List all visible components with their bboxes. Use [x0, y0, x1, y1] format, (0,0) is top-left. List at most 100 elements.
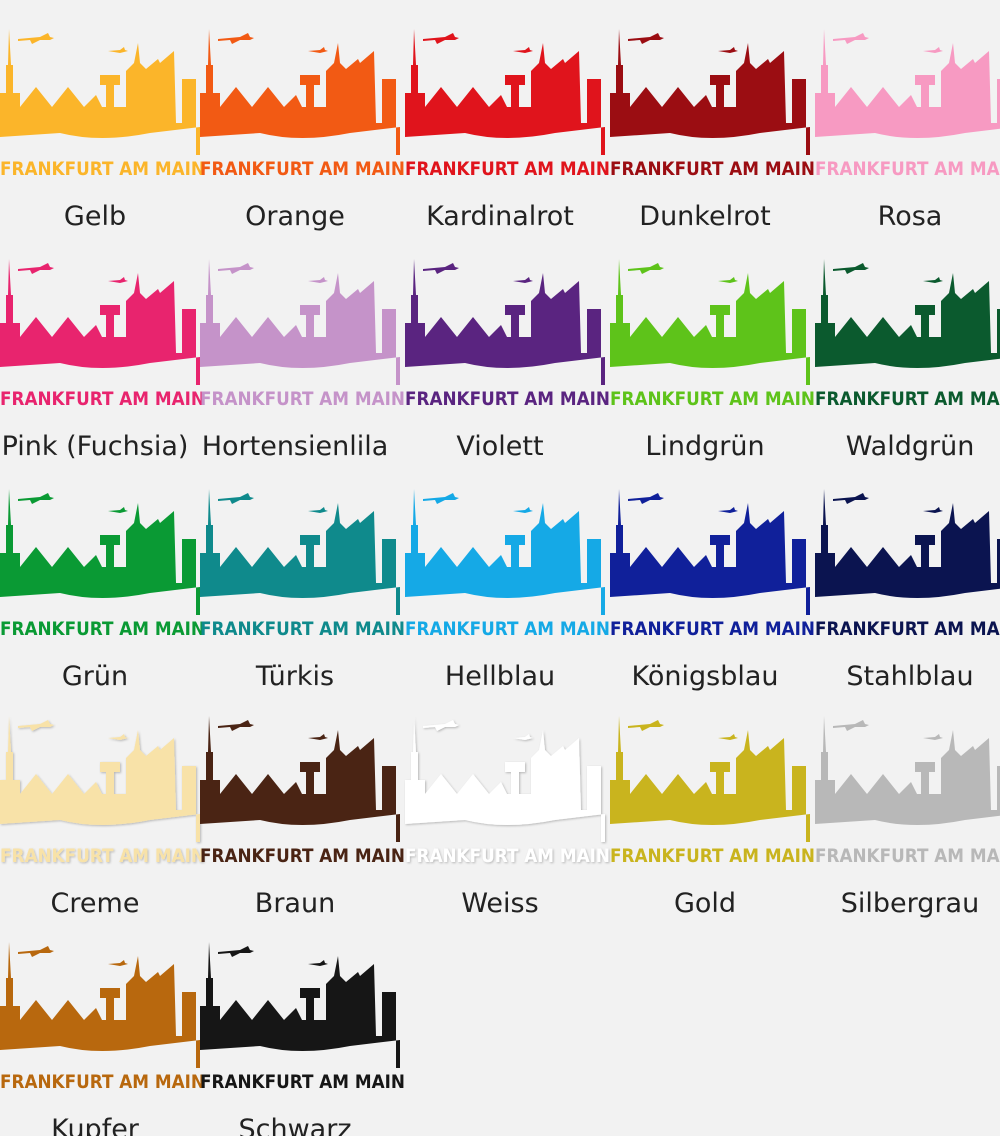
- plane: [423, 493, 459, 504]
- plane: [833, 493, 869, 504]
- plane-small: [923, 734, 943, 740]
- plane-small: [108, 734, 128, 740]
- skyline-art: [0, 259, 200, 385]
- color-label: Silbergrau: [841, 888, 979, 919]
- skyline: [815, 29, 1000, 155]
- plane: [218, 720, 254, 731]
- skyline-text: FRANKFURT AM MAIN: [405, 388, 610, 410]
- skyline-art: [815, 489, 1000, 615]
- skyline: [610, 259, 810, 385]
- color-label: Kupfer: [51, 1114, 140, 1136]
- skyline-art: [815, 29, 1000, 155]
- swatch: FRANKFURT AM MAIN Grün: [0, 489, 205, 692]
- color-label: Braun: [255, 888, 335, 919]
- skyline-text: FRANKFURT AM MAIN: [0, 158, 205, 180]
- plane: [423, 33, 459, 44]
- plane: [423, 263, 459, 274]
- skyline-text: FRANKFURT AM MAIN: [610, 388, 815, 410]
- skyline-text: FRANKFURT AM MAIN: [815, 845, 1000, 867]
- plane: [628, 263, 664, 274]
- plane-small: [513, 277, 533, 283]
- skyline-art: [405, 259, 605, 385]
- plane-small: [308, 507, 328, 513]
- skyline-art: [815, 259, 1000, 385]
- skyline-art: [815, 716, 1000, 842]
- skyline-text: FRANKFURT AM MAIN: [0, 845, 205, 867]
- color-label: Königsblau: [632, 661, 779, 692]
- plane-small: [308, 47, 328, 53]
- swatch: FRANKFURT AM MAIN Pink (Fuchsia): [0, 259, 205, 462]
- color-label: Grün: [62, 661, 128, 692]
- skyline: [200, 942, 400, 1068]
- swatch: FRANKFURT AM MAIN Braun: [200, 716, 405, 919]
- skyline-text: FRANKFURT AM MAIN: [0, 618, 205, 640]
- plane-small: [108, 47, 128, 53]
- color-label: Pink (Fuchsia): [2, 431, 189, 462]
- plane: [18, 493, 54, 504]
- plane: [218, 493, 254, 504]
- skyline-art: [200, 489, 400, 615]
- plane: [18, 263, 54, 274]
- skyline-text: FRANKFURT AM MAIN: [0, 388, 205, 410]
- skyline: [0, 29, 200, 155]
- skyline-art: [405, 489, 605, 615]
- skyline-art: [610, 716, 810, 842]
- swatch: FRANKFURT AM MAIN Waldgrün: [815, 259, 1000, 462]
- plane-small: [513, 47, 533, 53]
- skyline-art: [0, 489, 200, 615]
- skyline-text: FRANKFURT AM MAIN: [200, 618, 405, 640]
- swatch: FRANKFURT AM MAIN Kupfer: [0, 942, 205, 1136]
- swatch: FRANKFURT AM MAIN Creme: [0, 716, 205, 919]
- plane: [218, 946, 254, 957]
- color-label: Türkis: [255, 661, 334, 692]
- plane-small: [108, 507, 128, 513]
- color-label: Gold: [674, 888, 736, 919]
- skyline-text: FRANKFURT AM MAIN: [405, 158, 610, 180]
- plane-small: [308, 960, 328, 966]
- color-label: Gelb: [64, 201, 126, 232]
- color-label: Lindgrün: [645, 431, 764, 462]
- plane-small: [718, 47, 738, 53]
- swatch: FRANKFURT AM MAIN Stahlblau: [815, 489, 1000, 692]
- skyline-art: [200, 29, 400, 155]
- skyline-art: [610, 259, 810, 385]
- skyline-text: FRANKFURT AM MAIN: [200, 845, 405, 867]
- skyline-art: [0, 29, 200, 155]
- swatch: FRANKFURT AM MAIN Weiss: [405, 716, 610, 919]
- skyline: [200, 259, 400, 385]
- plane-small: [718, 734, 738, 740]
- color-label: Dunkelrot: [639, 201, 770, 232]
- skyline-text: FRANKFURT AM MAIN: [405, 845, 610, 867]
- skyline: [610, 716, 810, 842]
- swatch: FRANKFURT AM MAIN Gelb: [0, 29, 205, 232]
- swatch: FRANKFURT AM MAIN Türkis: [200, 489, 405, 692]
- skyline: [0, 942, 200, 1068]
- skyline-text: FRANKFURT AM MAIN: [200, 1071, 405, 1093]
- color-label: Rosa: [878, 201, 943, 232]
- skyline: [815, 489, 1000, 615]
- skyline: [405, 29, 605, 155]
- skyline: [815, 716, 1000, 842]
- color-label: Kardinalrot: [426, 201, 574, 232]
- skyline-text: FRANKFURT AM MAIN: [610, 845, 815, 867]
- plane-small: [718, 277, 738, 283]
- color-label: Schwarz: [239, 1114, 352, 1136]
- plane-small: [923, 47, 943, 53]
- plane: [628, 33, 664, 44]
- swatch: FRANKFURT AM MAIN Hortensienlila: [200, 259, 405, 462]
- color-label: Weiss: [461, 888, 538, 919]
- skyline-text: FRANKFURT AM MAIN: [815, 158, 1000, 180]
- plane-small: [923, 277, 943, 283]
- color-label: Violett: [456, 431, 543, 462]
- swatch: FRANKFURT AM MAIN Lindgrün: [610, 259, 815, 462]
- skyline: [405, 489, 605, 615]
- skyline: [200, 29, 400, 155]
- skyline: [0, 259, 200, 385]
- plane-small: [513, 507, 533, 513]
- skyline-text: FRANKFURT AM MAIN: [815, 618, 1000, 640]
- skyline-text: FRANKFURT AM MAIN: [405, 618, 610, 640]
- color-label: Orange: [245, 201, 345, 232]
- skyline-art: [200, 942, 400, 1068]
- plane: [218, 263, 254, 274]
- skyline-art: [0, 716, 200, 842]
